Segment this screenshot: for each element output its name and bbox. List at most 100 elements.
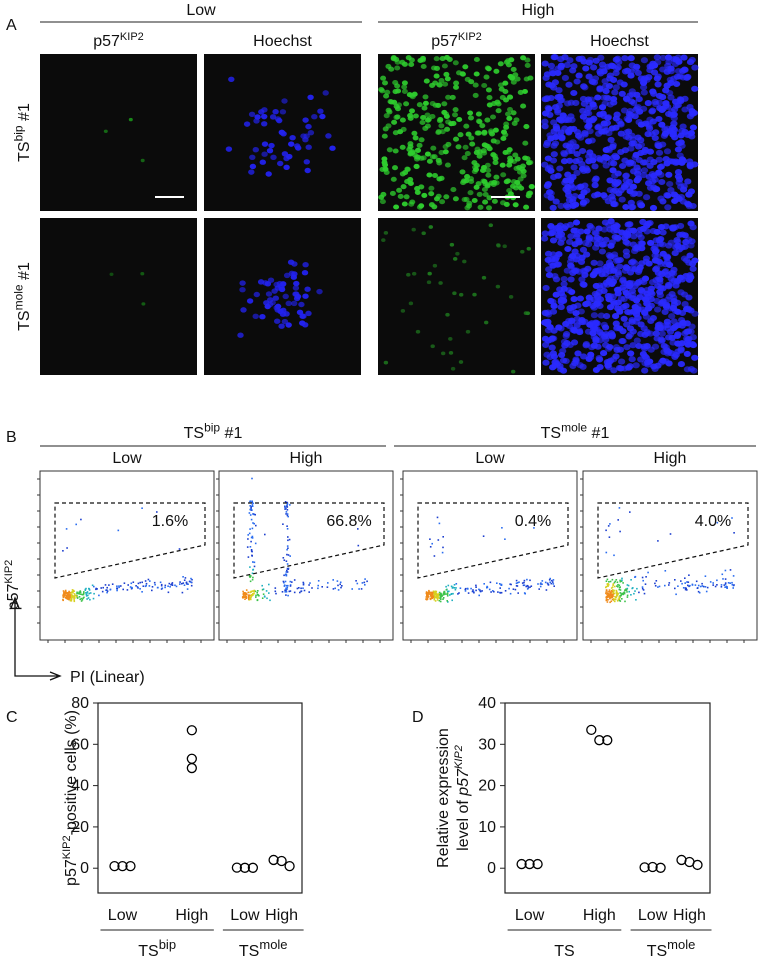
- nucleus: [392, 80, 398, 85]
- y-tick-label: 0: [487, 860, 496, 877]
- y-axis-label-part: p57: [63, 859, 80, 886]
- event: [605, 591, 607, 593]
- nucleus: [460, 169, 466, 174]
- event: [131, 587, 133, 589]
- event: [614, 601, 616, 603]
- nucleus: [608, 218, 615, 224]
- nucleus: [283, 311, 289, 316]
- nucleus: [503, 244, 507, 248]
- nucleus: [421, 155, 427, 160]
- event: [620, 589, 622, 591]
- event: [186, 582, 188, 584]
- y-axis-label-part: KIP2: [61, 835, 73, 859]
- event: [98, 595, 100, 597]
- event: [481, 590, 483, 592]
- nucleus: [511, 370, 515, 374]
- nucleus: [459, 293, 463, 297]
- nucleus: [611, 301, 618, 307]
- event: [95, 589, 97, 591]
- event: [518, 581, 520, 583]
- event: [612, 589, 614, 591]
- nucleus: [464, 205, 470, 210]
- nucleus: [602, 324, 609, 330]
- event: [247, 534, 249, 536]
- nucleus: [523, 205, 529, 210]
- event: [622, 582, 624, 584]
- nucleus: [550, 350, 557, 356]
- nucleus: [302, 270, 308, 275]
- event: [493, 591, 495, 593]
- event: [478, 589, 480, 591]
- nucleus: [490, 114, 496, 119]
- event: [524, 592, 526, 594]
- nucleus: [265, 304, 271, 309]
- nucleus: [655, 116, 662, 122]
- event: [255, 595, 257, 597]
- nucleus: [518, 90, 524, 95]
- event: [250, 541, 252, 543]
- nucleus: [417, 102, 423, 107]
- nucleus: [641, 167, 648, 173]
- event: [451, 593, 453, 595]
- event: [246, 593, 248, 595]
- nucleus: [629, 204, 636, 210]
- event: [287, 516, 289, 518]
- nucleus: [675, 169, 682, 175]
- nucleus: [491, 138, 497, 143]
- nucleus: [545, 106, 552, 112]
- event: [287, 585, 289, 587]
- nucleus: [461, 178, 467, 183]
- event: [110, 589, 112, 591]
- nucleus: [689, 57, 696, 63]
- nucleus: [628, 259, 635, 265]
- nucleus: [485, 173, 491, 178]
- nucleus: [617, 257, 624, 263]
- event: [681, 583, 683, 585]
- event: [285, 513, 287, 515]
- event: [524, 584, 526, 586]
- event: [426, 595, 428, 597]
- nucleus: [566, 144, 573, 150]
- nucleus: [496, 285, 500, 289]
- event: [634, 590, 636, 592]
- y-axis-label: p57KIP2-positive cells (%): [61, 710, 80, 886]
- event: [692, 584, 694, 586]
- nucleus: [643, 194, 650, 200]
- nucleus: [557, 240, 564, 246]
- event: [606, 593, 608, 595]
- nucleus: [529, 184, 535, 189]
- nucleus: [661, 126, 668, 132]
- event: [657, 540, 659, 542]
- event: [490, 591, 492, 593]
- nucleus: [476, 119, 482, 124]
- event: [179, 548, 181, 550]
- nucleus: [428, 191, 434, 196]
- event: [254, 566, 256, 568]
- nucleus: [393, 148, 399, 153]
- nucleus: [508, 191, 514, 196]
- event: [504, 538, 506, 540]
- nucleus: [422, 126, 428, 131]
- nucleus: [382, 80, 388, 85]
- nucleus: [615, 271, 622, 277]
- nucleus: [453, 107, 459, 112]
- nucleus: [407, 177, 413, 182]
- nucleus: [441, 101, 447, 106]
- data-point: [693, 860, 702, 869]
- nucleus: [267, 148, 273, 153]
- group-label: TSmole #1: [541, 421, 610, 442]
- event: [645, 576, 647, 578]
- nucleus: [141, 159, 145, 162]
- nucleus: [443, 194, 449, 199]
- nucleus: [665, 282, 672, 288]
- nucleus: [409, 108, 415, 113]
- nucleus: [444, 114, 450, 119]
- nucleus: [430, 146, 436, 151]
- event: [141, 582, 143, 584]
- nucleus: [544, 319, 551, 325]
- nucleus: [629, 137, 636, 143]
- event: [548, 584, 550, 586]
- event: [501, 584, 503, 586]
- event: [540, 582, 542, 584]
- event: [108, 584, 110, 586]
